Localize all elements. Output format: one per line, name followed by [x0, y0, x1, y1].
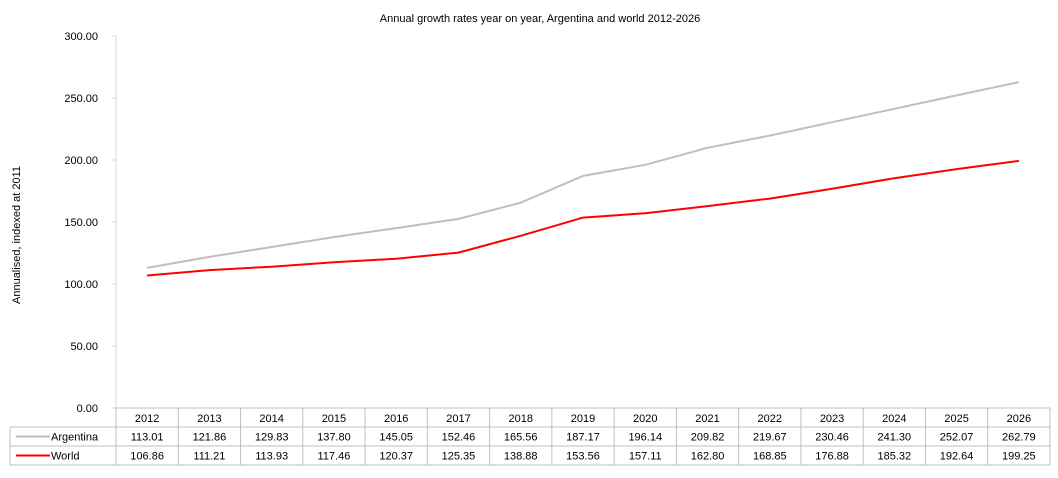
y-tick-label: 100.00	[64, 279, 98, 291]
y-tick-label: 0.00	[77, 403, 98, 415]
data-value-label: 262.79	[1002, 432, 1036, 444]
data-value-label: 230.46	[815, 432, 849, 444]
data-value-label: 209.82	[691, 432, 725, 444]
x-category-label: 2013	[197, 413, 221, 425]
data-value-label: 199.25	[1002, 451, 1036, 463]
y-axis: 0.00 50.00 100.00 150.00 200.00 250.00 300.00	[64, 31, 117, 415]
data-value-label: 152.46	[442, 432, 476, 444]
x-category-label: 2023	[820, 413, 844, 425]
legend-label-argentina: Argentina	[51, 432, 99, 444]
data-value-label: 168.85	[753, 451, 787, 463]
x-category-label: 2012	[135, 413, 159, 425]
x-category-label: 2017	[446, 413, 470, 425]
x-category-label: 2026	[1007, 413, 1031, 425]
x-category-label: 2018	[508, 413, 532, 425]
data-value-label: 120.37	[379, 451, 413, 463]
data-table: 2012 2013 2014 2015 2016 2017 2018 2019 2020 2021…	[9, 407, 1051, 466]
data-value-label: 129.83	[255, 432, 289, 444]
x-category-label: 2014	[259, 413, 283, 425]
data-value-label: 113.93	[255, 451, 288, 463]
data-value-label: 219.67	[753, 432, 787, 444]
data-value-label: 121.86	[193, 432, 227, 444]
series-line-world	[147, 159, 1020, 277]
x-category-label: 2020	[633, 413, 657, 425]
x-category-label: 2019	[571, 413, 595, 425]
data-value-label: 252.07	[940, 432, 974, 444]
y-tick-label: 300.00	[64, 31, 98, 43]
y-tick-label: 250.00	[64, 93, 98, 105]
x-category-label: 2025	[944, 413, 968, 425]
data-value-label: 145.05	[379, 432, 413, 444]
data-value-label: 137.80	[317, 432, 351, 444]
x-category-label: 2016	[384, 413, 408, 425]
data-value-label: 162.80	[691, 451, 725, 463]
data-value-label: 106.86	[130, 451, 164, 463]
y-tick-label: 200.00	[64, 155, 98, 167]
data-value-label: 117.46	[318, 451, 351, 463]
data-value-label: 153.56	[566, 451, 600, 463]
data-value-label: 196.14	[628, 432, 662, 444]
data-value-label: 176.88	[815, 451, 849, 463]
data-value-label: 241.30	[878, 432, 912, 444]
data-value-label: 185.32	[878, 451, 912, 463]
legend-label-world: World	[51, 451, 80, 463]
series-line-argentina	[146, 81, 1020, 269]
x-category-label: 2015	[322, 413, 346, 425]
data-value-label: 192.64	[940, 451, 974, 463]
data-value-label: 113.01	[131, 432, 164, 444]
data-value-label: 125.35	[442, 451, 476, 463]
data-value-label: 187.17	[566, 432, 600, 444]
y-axis-title: Annualised, indexed at 2011	[11, 166, 23, 304]
x-category-label: 2024	[882, 413, 906, 425]
x-category-label: 2021	[695, 413, 719, 425]
data-value-label: 165.56	[504, 432, 538, 444]
plot-lines	[146, 81, 1020, 277]
data-value-label: 111.21	[193, 451, 225, 463]
y-tick-label: 150.00	[64, 217, 98, 229]
x-category-label: 2022	[758, 413, 782, 425]
chart-title: Annual growth rates year on year, Argent…	[380, 13, 700, 25]
y-tick-label: 50.00	[70, 341, 98, 353]
data-value-label: 157.11	[629, 451, 662, 463]
data-value-label: 138.88	[504, 451, 538, 463]
